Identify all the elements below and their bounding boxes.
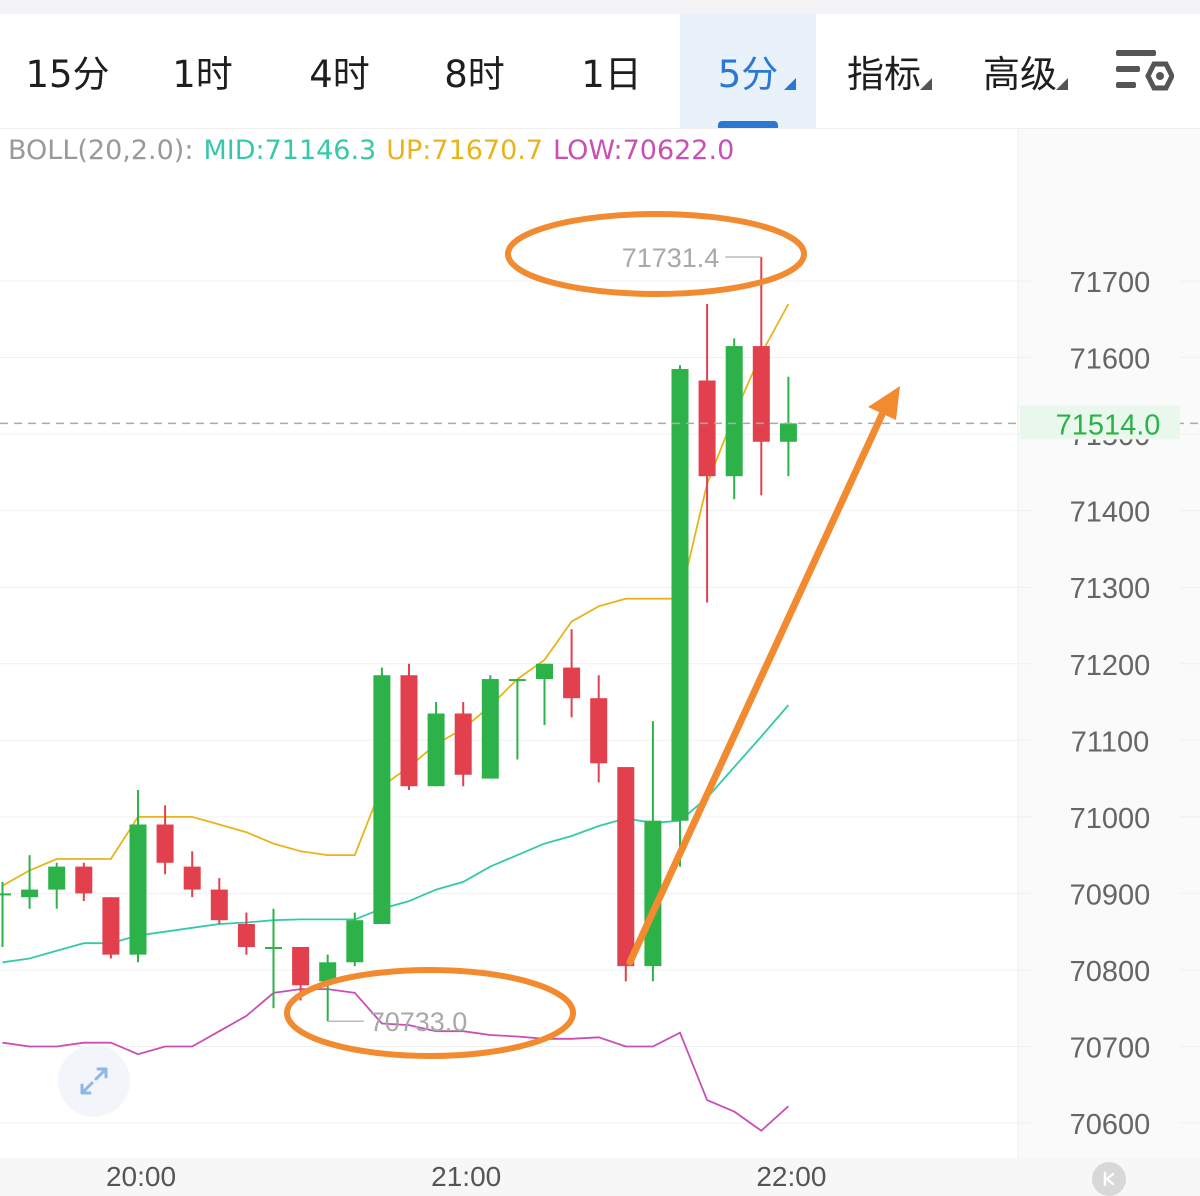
y-tick-label: 70600 bbox=[1070, 1109, 1151, 1141]
high-price-label: 71731.4 bbox=[622, 243, 720, 273]
candle-body bbox=[130, 825, 147, 955]
candle-body bbox=[346, 920, 363, 962]
candle-body bbox=[21, 890, 38, 898]
x-tick-label: 20:00 bbox=[106, 1161, 176, 1192]
candle-body bbox=[726, 346, 743, 476]
candle-body bbox=[373, 675, 390, 924]
candle-body bbox=[401, 675, 418, 786]
y-tick-label: 71000 bbox=[1070, 803, 1151, 835]
y-tick-label: 71300 bbox=[1070, 573, 1151, 605]
candle-body bbox=[563, 668, 580, 699]
candle-body bbox=[102, 897, 119, 954]
y-tick-label: 70900 bbox=[1070, 879, 1151, 911]
candle-body bbox=[292, 947, 309, 985]
candle-body bbox=[211, 890, 228, 921]
fullscreen-expand-button[interactable] bbox=[58, 1045, 130, 1117]
y-tick-label: 71400 bbox=[1070, 497, 1151, 529]
candle-body bbox=[48, 867, 65, 890]
time-axis-band bbox=[0, 1158, 1200, 1196]
candle-body bbox=[157, 825, 174, 863]
scroll-to-latest-button[interactable] bbox=[1092, 1162, 1126, 1196]
candle-body bbox=[0, 893, 11, 895]
y-tick-label: 71700 bbox=[1070, 267, 1151, 299]
y-tick-label: 71100 bbox=[1071, 726, 1150, 758]
candle-body bbox=[753, 346, 770, 442]
candle-body bbox=[536, 664, 553, 679]
candle-body bbox=[780, 423, 797, 441]
low-price-label: 70733.0 bbox=[370, 1007, 468, 1037]
y-tick-label: 70700 bbox=[1070, 1033, 1151, 1065]
current-price-label: 71514.0 bbox=[1056, 409, 1161, 441]
candle-body bbox=[699, 381, 716, 477]
candle-body bbox=[265, 947, 282, 949]
expand-arrows-icon bbox=[74, 1061, 114, 1101]
candle-body bbox=[590, 698, 607, 763]
candle-body bbox=[238, 924, 255, 947]
boll-up-line bbox=[3, 304, 789, 886]
x-tick-label: 21:00 bbox=[431, 1161, 501, 1192]
candle-body bbox=[617, 767, 634, 966]
y-tick-label: 71200 bbox=[1070, 650, 1151, 682]
skip-to-end-icon bbox=[1100, 1170, 1118, 1188]
trend-arrow-shaft bbox=[630, 408, 885, 962]
candle-body bbox=[75, 867, 92, 894]
y-tick-label: 70800 bbox=[1070, 956, 1151, 988]
candle-body bbox=[509, 679, 526, 681]
candle-body bbox=[482, 679, 499, 779]
candle-body bbox=[672, 369, 689, 821]
boll-mid-line bbox=[3, 705, 789, 962]
y-tick-label: 71600 bbox=[1070, 344, 1151, 376]
x-tick-label: 22:00 bbox=[756, 1161, 826, 1192]
candle-body bbox=[428, 714, 445, 787]
candle-body bbox=[455, 714, 472, 775]
candle-body bbox=[184, 867, 201, 890]
